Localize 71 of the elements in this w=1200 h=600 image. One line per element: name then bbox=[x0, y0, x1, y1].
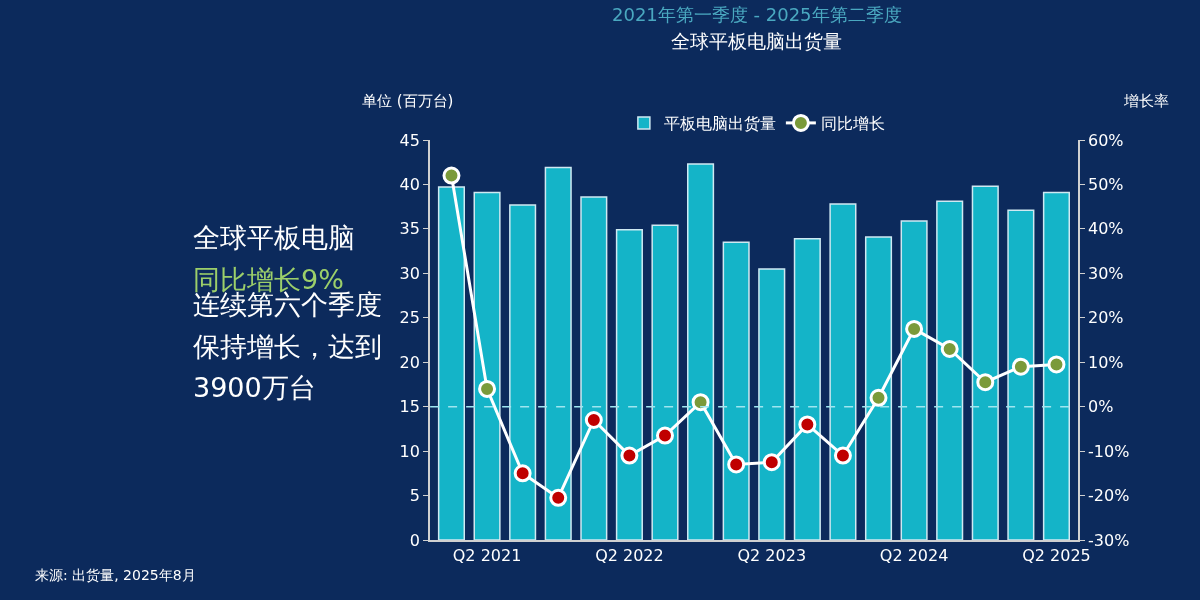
point bbox=[1011, 357, 1030, 376]
bar bbox=[722, 241, 750, 540]
text: 保持增长，达到 bbox=[193, 331, 382, 362]
y2-tick-label: 60% bbox=[1088, 130, 1124, 150]
x-tick-label: Q2 2021 bbox=[452, 546, 522, 566]
legend-label: 平板电脑出货量 bbox=[663, 114, 776, 134]
bar bbox=[864, 236, 893, 540]
bar bbox=[437, 186, 466, 540]
point bbox=[513, 464, 532, 483]
point bbox=[620, 446, 639, 465]
y2-tick-label: -30% bbox=[1088, 530, 1130, 550]
y-tick-label: 15 bbox=[399, 397, 420, 417]
text: 3900万台 bbox=[193, 372, 316, 403]
bar bbox=[473, 191, 501, 540]
y2-tick-label: 20% bbox=[1088, 308, 1124, 328]
y-tick-label: 0 bbox=[409, 530, 420, 550]
bar bbox=[829, 203, 857, 540]
x-tick-label: Q2 2025 bbox=[1022, 546, 1091, 566]
y2-tick-label: 0% bbox=[1088, 397, 1114, 417]
bar bbox=[651, 224, 679, 540]
point bbox=[798, 415, 817, 434]
bar bbox=[687, 163, 715, 540]
y2-tick-label: -20% bbox=[1088, 486, 1130, 506]
x-tick-label: Q2 2024 bbox=[879, 546, 949, 566]
x-tick-label: Q2 2022 bbox=[595, 546, 664, 566]
bar bbox=[758, 268, 786, 540]
x-tick-label: Q2 2023 bbox=[737, 546, 807, 566]
point bbox=[584, 411, 603, 429]
point bbox=[762, 453, 781, 472]
text: 全球平板电脑 bbox=[193, 222, 355, 253]
bar bbox=[1042, 191, 1071, 540]
point bbox=[727, 455, 746, 474]
y-tick-label: 30 bbox=[399, 263, 420, 283]
point bbox=[869, 388, 888, 407]
bar bbox=[580, 196, 608, 540]
bar bbox=[971, 185, 999, 540]
chart-title: 全球平板电脑出货量 bbox=[671, 30, 842, 52]
y2-tick-label: 30% bbox=[1088, 263, 1124, 283]
bar bbox=[544, 166, 572, 540]
point bbox=[656, 426, 674, 445]
point bbox=[1047, 355, 1066, 374]
y-tick-label: 10 bbox=[399, 441, 420, 461]
point bbox=[442, 166, 461, 185]
bar bbox=[615, 229, 643, 540]
point bbox=[478, 379, 497, 398]
bar bbox=[509, 204, 537, 540]
legend-label: 同比增长 bbox=[820, 114, 885, 134]
y-axis-title: 单位 (百万台) bbox=[362, 92, 454, 110]
chart-subtitle: 2021年第一季度 - 2025年第二季度 bbox=[612, 4, 902, 25]
bar bbox=[900, 220, 928, 540]
bar bbox=[936, 200, 964, 540]
y2-tick-label: 50% bbox=[1088, 175, 1124, 195]
y-tick-label: 45 bbox=[399, 130, 420, 150]
point bbox=[833, 446, 852, 465]
point bbox=[905, 319, 924, 338]
y2-tick-label: 10% bbox=[1088, 352, 1124, 372]
y2-tick-label: 40% bbox=[1088, 219, 1124, 239]
point bbox=[976, 373, 995, 392]
bar bbox=[1007, 209, 1035, 540]
y-tick-label: 5 bbox=[409, 486, 420, 506]
y-tick-label: 35 bbox=[399, 219, 420, 239]
y2-axis-title: 增长率 bbox=[1123, 92, 1169, 110]
y2-tick-label: -10% bbox=[1088, 441, 1130, 461]
source-note: 来源: 出货量, 2025年8月 bbox=[35, 567, 196, 583]
point bbox=[549, 488, 568, 507]
y-tick-label: 20 bbox=[399, 352, 420, 372]
bar bbox=[793, 237, 821, 540]
y-tick-label: 25 bbox=[399, 308, 420, 328]
point bbox=[940, 339, 959, 358]
point bbox=[691, 393, 710, 412]
y-tick-label: 40 bbox=[399, 175, 420, 195]
